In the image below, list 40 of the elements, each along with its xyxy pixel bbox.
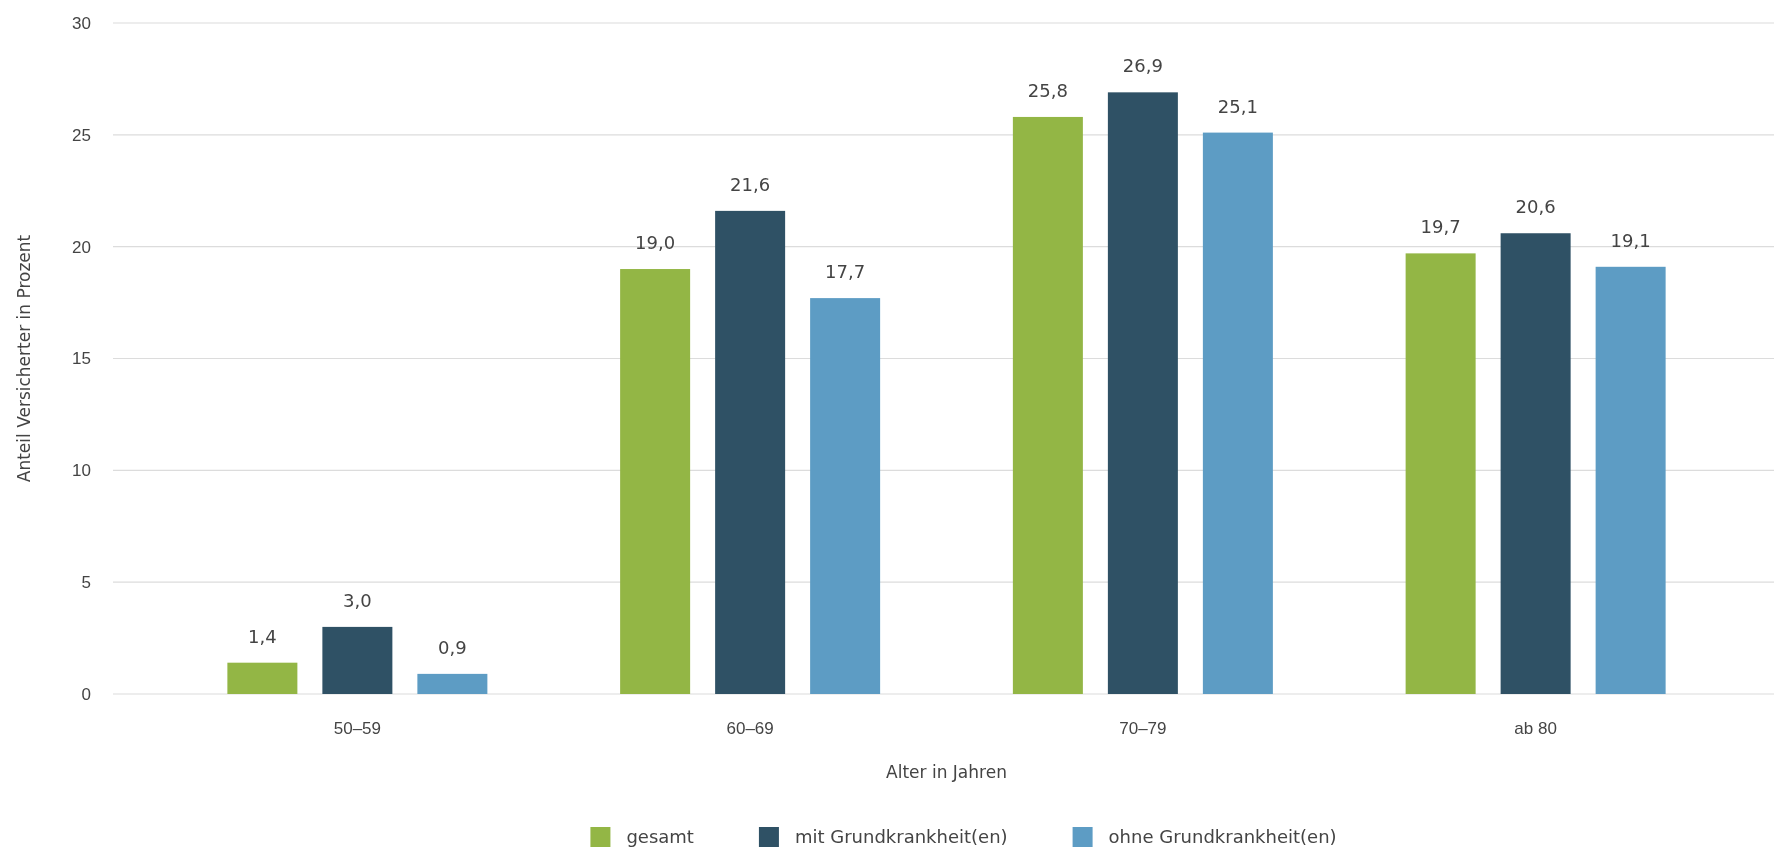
bar bbox=[1500, 233, 1571, 694]
y-tick-label: 15 bbox=[72, 349, 91, 369]
legend-label: gesamt bbox=[626, 826, 694, 847]
data-label: 19,0 bbox=[635, 232, 676, 254]
x-tick-label: 70–79 bbox=[1119, 719, 1167, 739]
bar bbox=[227, 662, 298, 694]
bar bbox=[322, 626, 393, 694]
y-axis-title: Anteil Versicherter in Prozent bbox=[14, 234, 34, 483]
bar bbox=[1107, 92, 1178, 694]
y-tick-label: 25 bbox=[72, 125, 91, 145]
y-tick-label: 20 bbox=[72, 237, 91, 257]
data-label: 3,0 bbox=[343, 589, 372, 611]
x-tick-label: ab 80 bbox=[1514, 719, 1557, 739]
data-label: 20,6 bbox=[1515, 196, 1556, 218]
data-label: 1,4 bbox=[248, 625, 277, 647]
bar bbox=[1405, 253, 1476, 694]
legend-label: ohne Grundkrankheit(en) bbox=[1108, 826, 1337, 847]
bar bbox=[620, 269, 691, 694]
bar bbox=[1012, 116, 1083, 694]
data-label: 25,1 bbox=[1217, 95, 1258, 117]
data-label: 19,7 bbox=[1420, 216, 1461, 238]
data-label: 25,8 bbox=[1027, 79, 1068, 101]
data-label: 19,1 bbox=[1610, 229, 1651, 251]
x-tick-label: 50–59 bbox=[333, 719, 382, 739]
x-axis-title: Alter in Jahren bbox=[886, 762, 1007, 782]
bar bbox=[1202, 132, 1273, 694]
bar bbox=[1595, 266, 1666, 694]
x-tick-label: 60–69 bbox=[726, 719, 774, 739]
y-tick-label: 0 bbox=[81, 684, 91, 704]
data-label: 0,9 bbox=[438, 636, 467, 658]
bar bbox=[417, 673, 488, 694]
y-tick-label: 30 bbox=[72, 13, 91, 33]
y-tick-label: 10 bbox=[72, 461, 91, 481]
bar bbox=[715, 210, 786, 694]
legend-label: mit Grundkrankheit(en) bbox=[794, 826, 1008, 847]
data-label: 17,7 bbox=[825, 261, 866, 283]
y-tick-label: 5 bbox=[81, 573, 91, 593]
data-label: 21,6 bbox=[730, 173, 771, 195]
bar bbox=[810, 298, 881, 694]
data-label: 26,9 bbox=[1122, 55, 1163, 77]
